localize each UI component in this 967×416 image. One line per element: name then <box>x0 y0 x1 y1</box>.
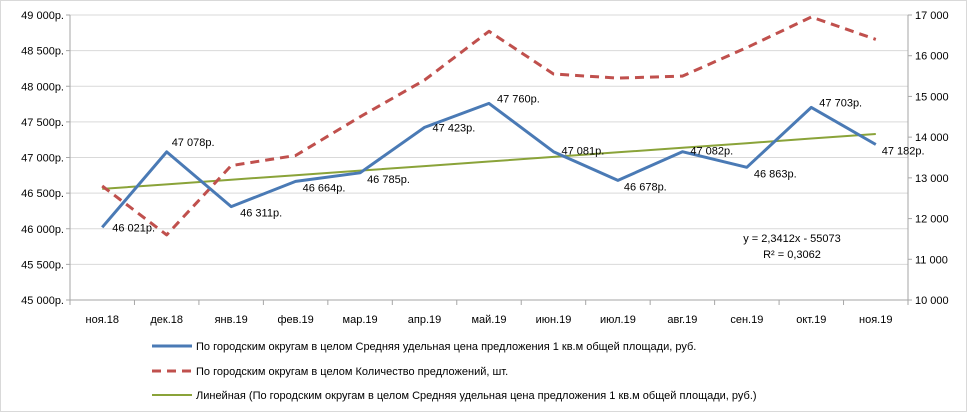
right-tick-label: 10 000 <box>915 295 949 307</box>
price-series <box>101 101 877 229</box>
x-tick-label: сен.19 <box>730 314 763 326</box>
trendline-r-squared: R² = 0,3062 <box>763 249 821 261</box>
x-tick-label: мар.19 <box>343 314 378 326</box>
left-tick-label: 47 500р. <box>21 117 64 129</box>
x-tick-label: ноя.19 <box>859 314 892 326</box>
right-tick-label: 15 000 <box>915 91 949 103</box>
price-data-label: 46 311р. <box>240 208 282 220</box>
right-axis: 10 000 11 000 12 000 13 000 14 000 15 000 16 0… <box>907 10 949 307</box>
price-data-label: 47 760р. <box>497 93 540 105</box>
legend: По городским округам в целом Средняя уде… <box>152 341 757 402</box>
x-tick-label: окт.19 <box>796 314 826 326</box>
right-tick-label: 17 000 <box>915 10 949 22</box>
series-layer <box>101 15 877 237</box>
right-tick-label: 12 000 <box>915 214 949 226</box>
left-tick-label: 46 500р. <box>21 188 64 200</box>
left-axis: 45 000р. 45 500р. 46 000р. 46 500р. 47 000р.… <box>21 10 71 307</box>
price-data-label: 47 081р. <box>561 146 604 158</box>
x-tick-label: авг.19 <box>667 314 697 326</box>
price-data-label: 47 082р. <box>690 146 733 158</box>
x-axis: ноя.18 дек.18 янв.19 фев.19 мар.19 апр.19 май.… <box>69 299 909 326</box>
left-tick-label: 49 000р. <box>21 10 64 22</box>
x-tick-label: дек.18 <box>150 314 183 326</box>
price-data-label: 47 703р. <box>819 97 862 109</box>
x-tick-label: май.19 <box>471 314 506 326</box>
price-data-label: 47 182р. <box>882 146 925 158</box>
x-tick-label: июн.19 <box>536 314 572 326</box>
trendline-series <box>102 133 876 190</box>
price-data-label: 46 785р. <box>367 174 410 186</box>
trendline-equation: y = 2,3412x - 55073 <box>743 233 841 245</box>
right-tick-label: 13 000 <box>915 173 949 185</box>
price-data-label: 47 078р. <box>172 137 215 149</box>
price-data-label: 46 664р. <box>303 182 346 194</box>
x-tick-label: июл.19 <box>600 314 636 326</box>
legend-label: По городским округам в целом Средняя уде… <box>196 341 696 353</box>
x-tick-label: ноя.18 <box>86 314 119 326</box>
x-tick-label: фев.19 <box>277 314 313 326</box>
left-tick-label: 48 000р. <box>21 81 64 93</box>
right-tick-label: 16 000 <box>915 51 949 63</box>
price-data-label: 46 863р. <box>754 168 797 180</box>
price-data-label: 46 678р. <box>624 181 667 193</box>
offers-count-series <box>101 15 877 237</box>
left-tick-label: 46 000р. <box>21 224 64 236</box>
legend-label: Линейная (По городским округам в целом С… <box>196 390 757 402</box>
left-tick-label: 45 500р. <box>21 259 64 271</box>
right-tick-label: 14 000 <box>915 132 949 144</box>
x-tick-label: янв.19 <box>215 314 248 326</box>
left-tick-label: 47 000р. <box>21 153 64 165</box>
data-labels: 46 021р. 47 078р. 46 311р. 46 664р. 46 785р.… <box>112 93 924 234</box>
x-tick-label: апр.19 <box>408 314 441 326</box>
gridlines <box>70 14 908 301</box>
left-tick-label: 48 500р. <box>21 46 64 58</box>
legend-label: По городским округам в целом Количество … <box>196 366 508 378</box>
right-tick-label: 11 000 <box>915 254 948 266</box>
left-tick-label: 45 000р. <box>21 295 64 307</box>
price-data-label: 47 423р. <box>433 122 476 134</box>
price-data-label: 46 021р. <box>112 222 155 234</box>
